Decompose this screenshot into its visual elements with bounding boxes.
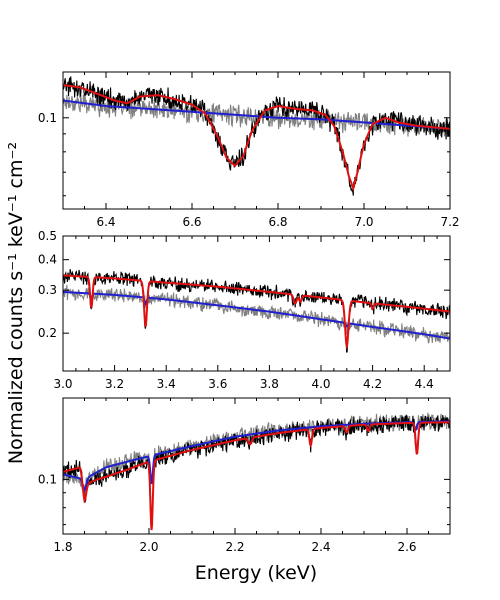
panel-2-y-tick-label: 0.5	[38, 229, 57, 243]
panel-2-model-main-line	[63, 274, 450, 350]
panel-2-x-tick-label: 3.0	[53, 377, 72, 391]
panel-2-x-tick-label: 3.4	[157, 377, 176, 391]
panel-1-model-alt-line	[63, 99, 450, 130]
panel-2-x-tick-label: 4.0	[311, 377, 330, 391]
panel-3-plot-area	[63, 412, 450, 531]
panel-1-x-tick-label: 6.6	[182, 215, 201, 229]
panel-3-model-main-line	[63, 421, 450, 531]
panel-3-x-tick-label: 2.0	[139, 540, 158, 554]
panel-2-x-tick-label: 3.6	[208, 377, 227, 391]
panel-3-data-main-series	[63, 413, 450, 526]
panel-1-x-tick-label: 7.2	[440, 215, 459, 229]
panel-2-x-tick-label: 3.8	[260, 377, 279, 391]
panel-1-x-tick-label: 6.4	[96, 215, 115, 229]
panel-1-plot-area	[63, 76, 450, 196]
x-axis-label: Energy (keV)	[195, 562, 317, 584]
panel-1-data-main-series	[63, 76, 450, 196]
panel-1-model-main-line	[63, 83, 450, 192]
panel-2: 3.0 3.2 3.4 3.6 3.8 4.0 4.2 4.4 0.2 0.3 0.4 0.5	[38, 229, 451, 391]
panel-3-x-tick-label: 2.6	[397, 540, 416, 554]
y-axis-label: Normalized counts s⁻¹ keV⁻¹ cm⁻²	[5, 142, 27, 464]
panel-1: 6.4 6.6 6.8 7.0 7.2 0.1	[38, 71, 460, 229]
panel-2-x-tick-label: 3.2	[105, 377, 124, 391]
panel-1-frame	[62, 71, 451, 210]
panel-2-x-tick-label: 4.2	[363, 377, 382, 391]
panel-2-y-tick-label: 0.3	[38, 283, 57, 297]
panel-3: 1.8 2.0 2.2 2.4 2.6 0.1	[38, 397, 451, 554]
panel-2-plot-area	[63, 269, 450, 353]
panel-1-x-tick-label: 7.0	[354, 215, 373, 229]
panel-3-y-tick-label: 0.1	[38, 472, 57, 486]
panel-2-x-tick-label: 4.4	[415, 377, 434, 391]
panel-2-y-tick-label: 0.4	[38, 253, 57, 267]
panel-3-x-tick-label: 1.8	[53, 540, 72, 554]
panel-2-y-tick-label: 0.2	[38, 326, 57, 340]
panel-1-x-tick-label: 6.8	[268, 215, 287, 229]
panel-3-x-tick-label: 2.2	[225, 540, 244, 554]
panel-1-y-tick-label: 0.1	[38, 111, 57, 125]
panel-2-model-alt-line	[63, 290, 450, 340]
panel-3-x-tick-label: 2.4	[311, 540, 330, 554]
